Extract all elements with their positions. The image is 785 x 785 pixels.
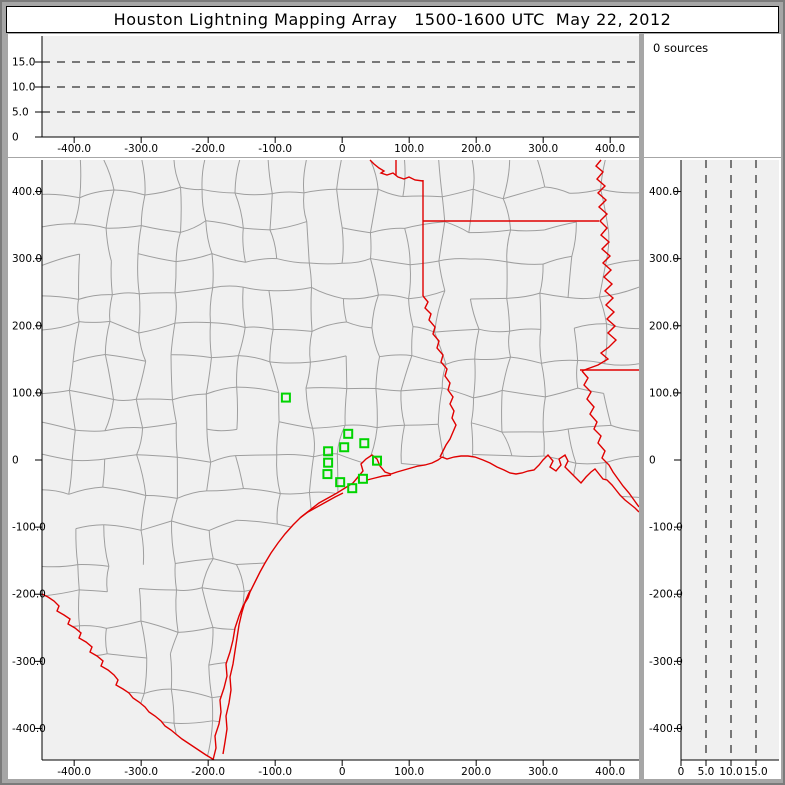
x-tick-label: -300.0 [124,143,158,155]
x-tick-label: 200.0 [461,766,491,778]
x-tick-label: 300.0 [528,766,558,778]
y-tick-label: 5.0 [12,107,29,119]
x-tick-label: 300.0 [528,143,558,155]
y-tick-label: 0 [12,132,19,144]
x-tick-label: 100.0 [394,143,424,155]
y-tick-label: -300.0 [12,656,46,668]
y-tick-label: 0 [649,455,656,467]
state-boundary-mississippi-river [581,159,618,372]
y-tick-label: 100.0 [12,387,42,399]
state-boundary-matagorda-island [299,492,344,519]
x-tick-label: 200.0 [461,143,491,155]
x-tick-label: -400.0 [57,766,91,778]
altitude-vs-northsouth-plot: 0 5.0 10.0 15.0 400.0 300.0 200.0 100.0 0 -100.0 -… [649,160,779,778]
altitude-vs-eastwest-panel: -400.0 -300.0 -200.0 -100.0 0 100.0 200.0 300.0… [8,34,639,157]
lma-station-marker [335,477,346,488]
x-tick-label: 0 [339,766,346,778]
lma-station-marker [343,428,354,439]
y-tick-label: 200.0 [12,320,42,332]
lma-station-marker [359,438,370,449]
lma-station-marker [372,455,383,466]
y-tick-label: 400.0 [649,186,679,198]
state-boundary-sabine-river [422,295,457,458]
x-tick-label: -200.0 [191,766,225,778]
x-tick-label: -300.0 [124,766,158,778]
state-boundary-gulf-coast [212,453,639,761]
y-tick-label: -200.0 [649,589,683,601]
y-tick-label: 100.0 [649,387,679,399]
x-tick-label: -100.0 [258,766,292,778]
y-tick-label: 200.0 [649,320,679,332]
y-tick-label: 400.0 [12,186,42,198]
y-tick-label: 15.0 [12,57,35,69]
x-tick-label: 0 [339,143,346,155]
state-boundary-padre-island [222,590,251,755]
window-title: Houston Lightning Mapping Array 1500-160… [113,10,672,29]
state-boundary-red-river [369,159,424,182]
map-plot-area[interactable] [42,160,639,760]
plan-view-map-plot: -400.0 -300.0 -200.0 -100.0 0 100.0 200.0 300.0… [12,159,639,778]
y-tick-label: -100.0 [649,522,683,534]
y-tick-label: -400.0 [649,723,683,735]
altitude-vs-eastwest-plot: -400.0 -300.0 -200.0 -100.0 0 100.0 200.0 300.0… [12,36,639,155]
state-boundary-galveston-island [366,474,392,481]
y-tick-label: 300.0 [12,253,42,265]
x-tick-label: 400.0 [595,766,625,778]
sources-count-label: 0 sources [653,41,709,55]
x-tick-label: -100.0 [258,143,292,155]
lma-station-marker [280,392,291,403]
y-tick-label: 300.0 [649,253,679,265]
x-tick-label: 10.0 [719,766,742,778]
y-tick-label: -400.0 [12,723,46,735]
lma-station-marker [347,483,358,494]
x-tick-label: 5.0 [698,766,715,778]
x-tick-label: 15.0 [744,766,767,778]
lma-station-marker [323,446,334,457]
state-boundary-mississippi-river-south [581,370,639,508]
lma-station-marker [323,457,334,468]
alt-ew-plot-area[interactable] [42,36,639,137]
lma-station-marker [322,469,333,480]
plan-view-map-panel: -400.0 -300.0 -200.0 -100.0 0 100.0 200.0 300.0… [8,158,639,779]
y-tick-label: 0 [12,455,19,467]
x-tick-label: 0 [678,766,685,778]
y-tick-label: -200.0 [12,589,46,601]
x-tick-label: -400.0 [57,143,91,155]
x-tick-label: 100.0 [394,766,424,778]
state-boundary-rio-grande [41,593,215,761]
title-bar: Houston Lightning Mapping Array 1500-160… [6,6,779,33]
sources-count-panel: 0 sources [644,34,781,157]
altitude-vs-northsouth-panel: 0 5.0 10.0 15.0 400.0 300.0 200.0 100.0 0 -100.0 -… [644,158,781,779]
x-tick-label: 400.0 [595,143,625,155]
lma-station-marker [357,473,368,484]
y-tick-label: -100.0 [12,522,46,534]
lma-station-marker [339,442,350,453]
y-tick-label: 10.0 [12,82,35,94]
alt-ns-plot-area[interactable] [681,160,779,760]
y-tick-label: -300.0 [649,656,683,668]
x-tick-label: -200.0 [191,143,225,155]
